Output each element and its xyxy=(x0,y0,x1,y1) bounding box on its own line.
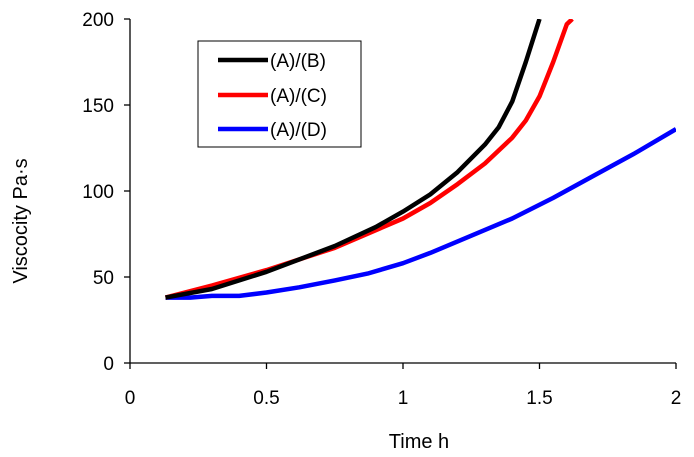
y-tick-label: 150 xyxy=(82,96,114,117)
series-line-3 xyxy=(165,127,676,300)
series-layer xyxy=(164,19,676,300)
legend-label-2: (A)/(C) xyxy=(270,86,327,107)
y-tick-label: 100 xyxy=(82,182,114,203)
legend-label-1: (A)/(B) xyxy=(270,51,326,72)
series-line-1 xyxy=(165,19,542,300)
legend: (A)/(B) (A)/(C) (A)/(D) xyxy=(197,40,362,148)
y-tick-label: 50 xyxy=(93,268,114,289)
legend-label-3: (A)/(D) xyxy=(270,120,327,141)
x-tick-label: 0 xyxy=(125,388,136,409)
x-axis-title: Time h xyxy=(389,431,449,453)
x-tick-label: 1 xyxy=(398,388,409,409)
ticks-layer: 0 50 100 150 200 0 0.5 1 1.5 2 xyxy=(82,10,681,409)
y-tick-label: 200 xyxy=(82,10,114,31)
x-tick-label: 2 xyxy=(671,388,682,409)
y-axis-title: Viscocity Pa·s xyxy=(10,158,32,283)
x-tick-label: 1.5 xyxy=(526,388,552,409)
x-tick-label: 0.5 xyxy=(253,388,279,409)
y-tick-label: 0 xyxy=(103,354,114,375)
